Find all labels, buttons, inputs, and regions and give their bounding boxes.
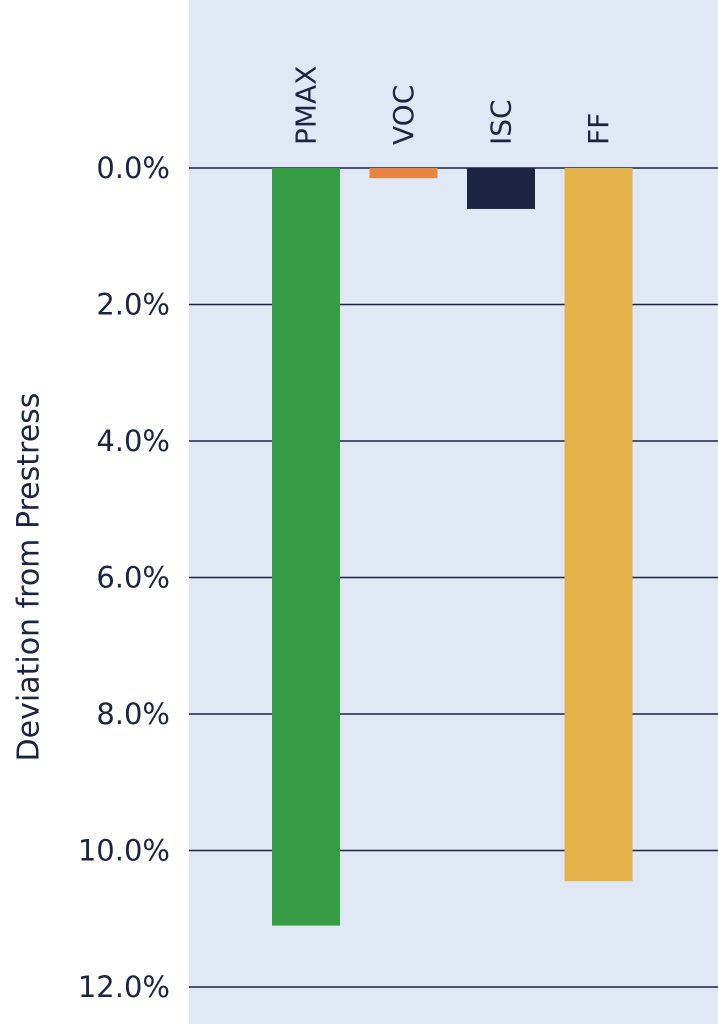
y-tick-label: 8.0% (96, 697, 170, 731)
category-label-pmax: PMAX (290, 66, 323, 145)
category-label-voc: VOC (387, 85, 420, 145)
category-labels: PMAX VOC ISC FF (290, 66, 616, 145)
y-tick-label: 10.0% (78, 834, 170, 868)
y-tick-label: 12.0% (78, 970, 170, 1004)
y-tick-label: 4.0% (96, 424, 170, 458)
y-tick-label: 6.0% (96, 561, 170, 595)
y-tick-label: 2.0% (96, 288, 170, 322)
category-label-ff: FF (582, 113, 615, 145)
category-label-isc: ISC (485, 99, 518, 145)
y-axis-label: Deviation from Prestress (12, 393, 47, 762)
plot-background (189, 0, 718, 1024)
bar-ff (564, 168, 633, 882)
bars (272, 168, 633, 926)
y-tick-label: 0.0% (96, 151, 170, 185)
y-tick-labels: 0.0% 2.0% 4.0% 6.0% 8.0% 10.0% 12.0% (78, 151, 170, 1004)
bar-isc (467, 168, 535, 209)
bar-pmax (272, 168, 340, 926)
bar-voc (369, 168, 438, 179)
